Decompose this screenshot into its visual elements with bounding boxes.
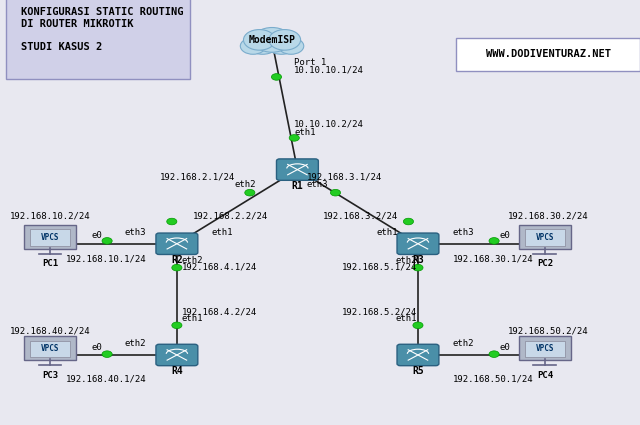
Circle shape <box>489 238 499 244</box>
Text: eth1: eth1 <box>376 228 397 237</box>
FancyBboxPatch shape <box>397 344 439 366</box>
Circle shape <box>172 322 182 329</box>
Text: VPCS: VPCS <box>41 344 60 353</box>
FancyBboxPatch shape <box>30 230 70 246</box>
Text: eth2: eth2 <box>453 339 474 348</box>
Text: eth2: eth2 <box>125 339 147 348</box>
Text: 192.168.10.2/24: 192.168.10.2/24 <box>10 211 90 220</box>
Text: R1: R1 <box>292 181 303 190</box>
Circle shape <box>413 322 423 329</box>
Text: e0: e0 <box>92 231 102 240</box>
FancyBboxPatch shape <box>24 225 76 249</box>
Text: e0: e0 <box>92 343 102 352</box>
Text: 192.168.4.1/24: 192.168.4.1/24 <box>182 263 257 272</box>
FancyBboxPatch shape <box>156 344 198 366</box>
Circle shape <box>244 190 255 196</box>
Text: 192.168.40.2/24: 192.168.40.2/24 <box>10 326 90 335</box>
FancyBboxPatch shape <box>6 0 189 79</box>
Text: eth1: eth1 <box>212 228 233 237</box>
Circle shape <box>330 190 340 196</box>
Text: 10.10.10.2/24: 10.10.10.2/24 <box>294 119 364 128</box>
Text: ModemISP: ModemISP <box>248 35 296 45</box>
Circle shape <box>246 34 278 54</box>
Circle shape <box>172 264 182 271</box>
Text: 192.168.2.1/24: 192.168.2.1/24 <box>160 172 236 181</box>
FancyBboxPatch shape <box>397 233 439 255</box>
Text: 192.168.50.2/24: 192.168.50.2/24 <box>508 326 588 335</box>
Text: WWW.DODIVENTURAZ.NET: WWW.DODIVENTURAZ.NET <box>486 49 611 59</box>
Circle shape <box>243 30 275 50</box>
Text: PC2: PC2 <box>537 259 553 269</box>
Text: eth2: eth2 <box>182 256 204 265</box>
Circle shape <box>102 238 112 244</box>
Circle shape <box>271 74 282 80</box>
FancyBboxPatch shape <box>456 38 640 71</box>
FancyBboxPatch shape <box>525 340 564 357</box>
Text: e0: e0 <box>499 343 510 352</box>
Circle shape <box>102 351 112 357</box>
Text: VPCS: VPCS <box>536 233 554 242</box>
Circle shape <box>489 351 499 357</box>
Text: eth3: eth3 <box>307 180 328 190</box>
Text: VPCS: VPCS <box>536 344 554 353</box>
Circle shape <box>269 30 301 50</box>
Text: Port 1: Port 1 <box>294 59 326 68</box>
FancyBboxPatch shape <box>519 337 571 360</box>
Text: VPCS: VPCS <box>41 233 60 242</box>
Text: 192.168.4.2/24: 192.168.4.2/24 <box>182 308 257 317</box>
FancyBboxPatch shape <box>30 340 70 357</box>
Text: PC1: PC1 <box>42 259 58 269</box>
Text: eth2: eth2 <box>235 180 256 190</box>
Circle shape <box>266 34 298 54</box>
FancyBboxPatch shape <box>525 230 564 246</box>
Text: eth2: eth2 <box>395 256 417 265</box>
Text: eth3: eth3 <box>453 228 474 237</box>
Text: R4: R4 <box>171 366 183 376</box>
Circle shape <box>278 38 304 54</box>
Text: R2: R2 <box>171 255 183 265</box>
Text: 192.168.5.2/24: 192.168.5.2/24 <box>341 308 417 317</box>
Text: eth1: eth1 <box>294 128 316 137</box>
Text: KONFIGURASI STATIC ROUTING
DI ROUTER MIKROTIK

STUDI KASUS 2: KONFIGURASI STATIC ROUTING DI ROUTER MIK… <box>22 7 184 52</box>
Text: eth3: eth3 <box>125 228 147 237</box>
Circle shape <box>253 28 291 52</box>
FancyBboxPatch shape <box>24 337 76 360</box>
Text: R5: R5 <box>412 366 424 376</box>
Text: eth1: eth1 <box>182 314 204 323</box>
Text: R3: R3 <box>412 255 424 265</box>
Text: 192.168.30.2/24: 192.168.30.2/24 <box>508 211 588 220</box>
FancyBboxPatch shape <box>519 225 571 249</box>
Circle shape <box>289 135 300 141</box>
FancyBboxPatch shape <box>276 159 318 180</box>
Text: PC4: PC4 <box>537 371 553 380</box>
Text: 192.168.5.1/24: 192.168.5.1/24 <box>341 263 417 272</box>
FancyBboxPatch shape <box>156 233 198 255</box>
Text: 192.168.50.1/24: 192.168.50.1/24 <box>453 375 534 384</box>
Circle shape <box>403 218 413 225</box>
Text: 192.168.3.2/24: 192.168.3.2/24 <box>323 211 397 220</box>
Circle shape <box>167 218 177 225</box>
Text: eth1: eth1 <box>395 314 417 323</box>
Circle shape <box>413 264 423 271</box>
Circle shape <box>241 38 266 54</box>
Text: 192.168.40.1/24: 192.168.40.1/24 <box>66 375 147 384</box>
Text: 192.168.3.1/24: 192.168.3.1/24 <box>307 172 382 181</box>
Text: PC3: PC3 <box>42 371 58 380</box>
Text: 192.168.2.2/24: 192.168.2.2/24 <box>193 211 268 220</box>
Text: 192.168.10.1/24: 192.168.10.1/24 <box>66 255 147 264</box>
Text: e0: e0 <box>499 231 510 240</box>
Text: 192.168.30.1/24: 192.168.30.1/24 <box>453 255 534 264</box>
Text: 10.10.10.1/24: 10.10.10.1/24 <box>294 65 364 74</box>
